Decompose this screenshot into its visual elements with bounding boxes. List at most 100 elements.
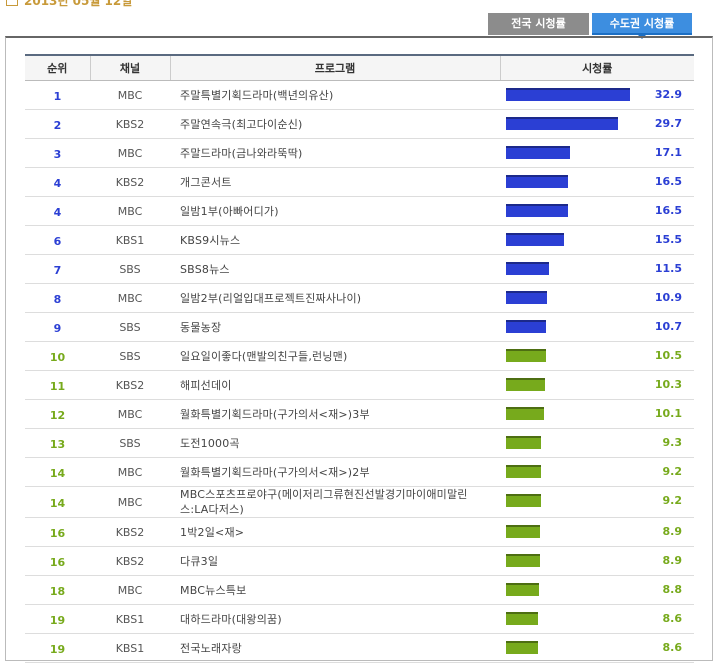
rating-value: 16.5 [654,175,682,188]
rating-value: 17.1 [654,146,682,159]
rating-cell: 16.5 [500,196,694,226]
rating-bar [506,407,545,420]
column-header: 순위 [25,54,90,81]
row: 9 SBS 동물농장 10.7 [25,312,694,342]
rating-cell: 8.6 [500,604,694,634]
row: 19 KBS1 대하드라마(대왕의꿈) 8.6 [25,604,694,634]
rank: 9 [25,312,90,342]
row: 11 KBS2 해피선데이 10.3 [25,370,694,400]
rating-bar [506,378,545,391]
rank: 7 [25,254,90,284]
program: MBC뉴스특보 [170,575,500,605]
channel: KBS2 [90,546,170,576]
channel: MBC [90,80,170,110]
row: 1 MBC 주말특별기획드라마(백년의유산) 32.9 [25,80,694,110]
rating-bar [506,88,631,101]
program: 일요일이좋다(맨발의친구들,런닝맨) [170,341,500,371]
rank: 19 [25,604,90,634]
tab[interactable]: 전국 시청률 [488,13,589,35]
row: 19 KBS1 전국노래자랑 8.6 [25,633,694,663]
rating-cell: 9.2 [500,486,694,518]
row: 13 SBS 도전1000곡 9.3 [25,428,694,458]
rating-value: 8.9 [662,554,683,567]
row: 16 KBS2 다큐3일 8.9 [25,546,694,576]
rating-bar [506,583,540,596]
rating-bar [506,262,550,275]
rating-cell: 10.7 [500,312,694,342]
rating-cell: 10.5 [500,341,694,371]
row: 14 MBC 월화특별기획드라마(구가의서<재>)2부 9.2 [25,457,694,487]
rank: 14 [25,457,90,487]
panel: 순위 채널 프로그램 시청률 1 MBC 주말특별기획드라마(백년의유산) 32.9 2… [5,36,713,663]
rank: 8 [25,283,90,313]
program: 주말연속극(최고다이순신) [170,109,500,139]
rating-cell: 9.2 [500,457,694,487]
program: 월화특별기획드라마(구가의서<재>)2부 [170,457,500,487]
rating-bar [506,641,539,654]
rank: 1 [25,80,90,110]
program: 1박2일<재> [170,517,500,547]
rank: 3 [25,138,90,168]
program: 도전1000곡 [170,428,500,458]
rank: 6 [25,225,90,255]
rating-bar [506,146,571,159]
channel: MBC [90,138,170,168]
rating-value: 16.5 [654,204,682,217]
rating-cell: 29.7 [500,109,694,139]
row: 3 MBC 주말드라마(금나와라뚝딱) 17.1 [25,138,694,168]
program: 동물농장 [170,312,500,342]
rating-value: 9.2 [662,494,683,507]
rating-bar [506,233,565,246]
rank: 19 [25,633,90,663]
rank: 2 [25,109,90,139]
rating-value: 15.5 [654,233,682,246]
rating-bar [506,436,542,449]
column-header: 프로그램 [169,54,500,81]
row: 10 SBS 일요일이좋다(맨발의친구들,런닝맨) 10.5 [25,341,694,371]
column-header: 시청률 [499,54,694,81]
program: SBS8뉴스 [170,254,500,284]
rating-cell: 10.1 [500,399,694,429]
channel: KBS2 [90,109,170,139]
channel: MBC [90,399,170,429]
rank: 16 [25,517,90,547]
rating-value: 8.9 [662,525,683,538]
ratings-table: 순위 채널 프로그램 시청률 1 MBC 주말특별기획드라마(백년의유산) 32.9 2… [25,54,694,663]
rating-bar [506,465,541,478]
row: 16 KBS2 1박2일<재> 8.9 [25,517,694,547]
rating-value: 10.9 [654,291,682,304]
channel: SBS [90,312,170,342]
program: 전국노래자랑 [170,633,500,663]
rating-value: 32.9 [654,88,682,101]
channel: SBS [90,254,170,284]
channel: KBS1 [90,225,170,255]
program: 주말특별기획드라마(백년의유산) [170,80,500,110]
rating-cell: 8.6 [500,633,694,663]
rating-value: 29.7 [654,117,682,130]
row: 4 KBS2 개그콘서트 16.5 [25,167,694,197]
channel: MBC [90,457,170,487]
channel: SBS [90,341,170,371]
rating-bar [506,554,540,567]
channel: MBC [90,486,170,518]
row: 18 MBC MBC뉴스특보 8.8 [25,575,694,605]
program: MBC스포츠프로야구(메이저리그류현진선발경기마이애미말린스:LA다저스) [170,486,500,518]
rating-bar [506,612,539,625]
channel: MBC [90,196,170,226]
program: 해피선데이 [170,370,500,400]
rating-value: 9.3 [662,436,683,449]
row: 14 MBC MBC스포츠프로야구(메이저리그류현진선발경기마이애미말린스:LA다저… [25,486,694,518]
rating-bar [506,494,541,507]
channel: KBS2 [90,517,170,547]
rating-value: 8.8 [662,583,683,596]
program: 월화특별기획드라마(구가의서<재>)3부 [170,399,500,429]
rating-cell: 8.8 [500,575,694,605]
tab-selected[interactable]: 수도권 시청률 [592,13,692,39]
rank: 12 [25,399,90,429]
calendar-icon [6,0,18,6]
column-header: 채널 [89,54,170,81]
date: 2013년 05월 12일 [24,0,133,8]
rank: 13 [25,428,90,458]
rating-value: 11.5 [654,262,682,275]
channel: KBS1 [90,633,170,663]
